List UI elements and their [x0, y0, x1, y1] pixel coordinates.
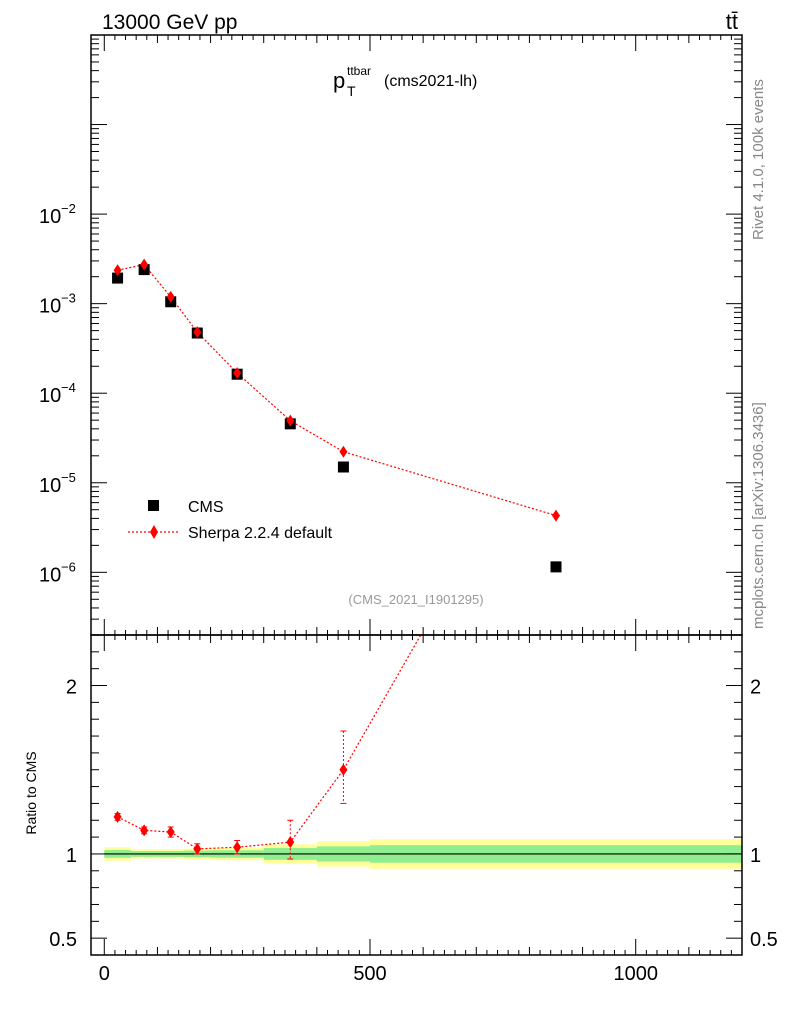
main-y-tick-exponent: −2 [61, 201, 76, 216]
ratio-data-point [140, 824, 149, 837]
ratio-sherpa-line [117, 635, 422, 850]
sherpa-line [117, 263, 557, 517]
main-y-tick-label: 10 −4 [39, 380, 76, 407]
ratio-y-tick-label-right: 2 [750, 677, 761, 699]
title-suffix: (cms2021-lh) [384, 73, 477, 90]
ratio-y-tick-labels: 0.5 0.5 1 1 2 2 [49, 677, 778, 952]
ratio-data-point [166, 826, 175, 839]
sherpa-data-point [286, 414, 295, 427]
legend-cms-label: CMS [188, 499, 224, 516]
ratio-data-point [339, 763, 348, 776]
ratio-data-point [286, 836, 295, 849]
legend: CMS Sherpa 2.2.4 default [128, 499, 333, 542]
analysis-id-label: (CMS_2021_I1901295) [348, 592, 483, 607]
ratio-y-tick-label-left: 0.5 [49, 929, 77, 951]
process-label: tt̄ [726, 9, 738, 34]
main-y-tick-exponent: −5 [61, 470, 76, 485]
ratio-y-tick-label-left: 1 [66, 845, 77, 867]
main-y-tick-exponent: −4 [61, 380, 76, 395]
main-y-tick-base: 10 [39, 206, 61, 228]
main-y-tick-exponent: −3 [61, 291, 76, 306]
ratio-data-point [552, 393, 560, 405]
main-y-tick-label: 10 −3 [39, 291, 76, 318]
sherpa-data-point [113, 264, 122, 277]
ratio-y-axis-label: Ratio to CMS [23, 751, 39, 834]
sherpa-data-point [166, 290, 175, 303]
ratio-x-tick-labels: 0 500 1000 [99, 963, 658, 985]
ratio-data-point [233, 841, 242, 854]
rivet-version-label: Rivet 4.1.0, 100k events [750, 79, 767, 240]
main-plot-frame [90, 34, 743, 636]
ratio-y-tick-label-right: 0.5 [750, 929, 778, 951]
main-axis-ticks [91, 34, 743, 636]
title-superscript: ttbar [347, 64, 371, 78]
energy-label: 13000 GeV pp [102, 11, 237, 34]
sherpa-data-point [140, 258, 149, 271]
main-y-tick-labels: 10−210−310−410−510−6 [39, 201, 76, 586]
main-data-layer [112, 258, 562, 573]
main-y-tick-base: 10 [39, 296, 61, 318]
sherpa-data-point [233, 367, 242, 380]
ratio-data-layer [113, 393, 560, 860]
cms-data-point [112, 272, 124, 284]
title-main-symbol: p [333, 68, 345, 93]
cms-data-point [550, 561, 562, 573]
legend-cms-marker [148, 500, 159, 511]
legend-sherpa-label: Sherpa 2.2.4 default [188, 525, 333, 542]
main-y-tick-exponent: −6 [61, 559, 76, 574]
x-tick-label: 1000 [613, 963, 658, 985]
ratio-plot-frame [90, 634, 743, 956]
sherpa-data-point [552, 509, 560, 522]
ratio-data-point [113, 810, 122, 823]
cms-data-point [337, 461, 349, 473]
legend-sherpa-marker [150, 525, 158, 539]
main-y-tick-base: 10 [39, 475, 61, 497]
main-plot-title: p ttbar T (cms2021-lh) [333, 64, 477, 99]
ratio-data-point [193, 842, 202, 855]
ratio-axis-ticks [91, 635, 743, 955]
main-y-tick-base: 10 [39, 385, 61, 407]
ratio-y-tick-label-left: 2 [66, 677, 77, 699]
ratio-y-tick-label-right: 1 [750, 845, 761, 867]
main-y-tick-label: 10 −2 [39, 201, 76, 228]
x-tick-label: 500 [353, 963, 386, 985]
x-tick-label: 0 [99, 963, 110, 985]
main-y-tick-base: 10 [39, 564, 61, 586]
sherpa-data-point [193, 326, 202, 339]
main-y-tick-label: 10 −5 [39, 470, 76, 497]
mcplots-reference-label: mcplots.cern.ch [arXiv:1306.3436] [750, 402, 767, 629]
title-subscript: T [347, 83, 356, 99]
sherpa-data-point [339, 445, 348, 458]
main-y-tick-label: 10 −6 [39, 559, 76, 586]
